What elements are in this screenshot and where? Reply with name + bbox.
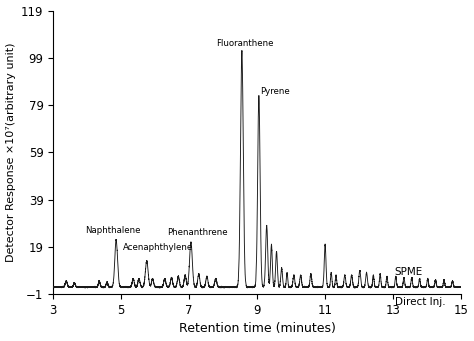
Text: SPME: SPME xyxy=(395,267,423,277)
X-axis label: Retention time (minutes): Retention time (minutes) xyxy=(179,323,336,336)
Text: Acenaphthylene: Acenaphthylene xyxy=(123,243,193,252)
Text: Pyrene: Pyrene xyxy=(261,87,290,95)
Text: Phenanthrene: Phenanthrene xyxy=(167,228,228,237)
Y-axis label: Detector Response ×10⁷(arbitrary unit): Detector Response ×10⁷(arbitrary unit) xyxy=(6,43,16,262)
Text: Fluoranthene: Fluoranthene xyxy=(217,39,274,48)
Text: Direct Inj.: Direct Inj. xyxy=(395,297,446,308)
Text: Naphthalene: Naphthalene xyxy=(86,226,141,235)
